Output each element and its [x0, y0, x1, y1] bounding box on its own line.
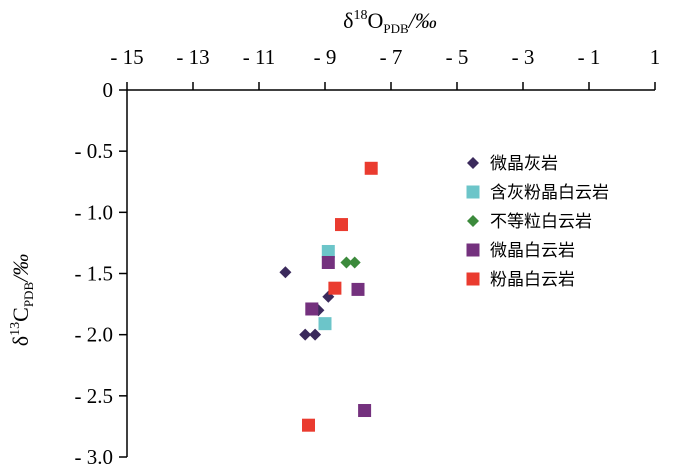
- axes: [126, 89, 655, 457]
- x-tick-label: - 7: [380, 45, 403, 69]
- data-point-series-4: [305, 302, 319, 316]
- y-axis-ticks: 0 - 0.5 - 1.0 - 1.5 - 2.0 - 2.5 - 3.0: [75, 78, 127, 469]
- data-points: [279, 161, 378, 432]
- legend-marker: [466, 243, 480, 257]
- data-point-series-3: [340, 256, 353, 269]
- legend-label: 微晶白云岩: [490, 241, 575, 261]
- y-tick-label: - 1.5: [75, 262, 114, 286]
- data-point-series-1: [279, 266, 292, 279]
- data-point-series-5: [335, 218, 348, 232]
- data-point-series-5: [328, 281, 342, 295]
- y-axis-title: δ13CPDB/‰: [8, 254, 36, 346]
- legend-label: 不等粒白云岩: [490, 212, 592, 232]
- data-point-series-1: [309, 328, 322, 341]
- y-tick-label: - 0.5: [75, 139, 114, 163]
- data-point-series-1: [299, 328, 312, 341]
- x-tick-label: 1: [650, 45, 661, 69]
- x-tick-label: - 9: [314, 45, 337, 69]
- y-tick-label: 0: [103, 78, 114, 102]
- y-tick-label: - 1.0: [75, 200, 114, 224]
- data-point-series-2: [318, 317, 332, 331]
- data-point-series-4: [351, 282, 365, 296]
- legend-label: 粉晶白云岩: [490, 270, 575, 290]
- legend-marker: [466, 185, 480, 199]
- data-point-series-2: [321, 244, 335, 258]
- x-tick-label: - 5: [446, 45, 469, 69]
- x-axis-label: δ18OPDB/‰: [343, 8, 437, 36]
- legend-marker: [467, 215, 479, 227]
- x-axis-title: δ18OPDB/‰: [343, 8, 437, 36]
- legend-label: 含灰粉晶白云岩: [490, 183, 609, 203]
- x-tick-label: - 15: [110, 45, 143, 69]
- x-tick-label: - 13: [176, 45, 209, 69]
- legend-marker: [467, 157, 479, 169]
- data-point-series-3: [348, 256, 361, 269]
- data-point-series-5: [302, 418, 315, 432]
- data-point-series-4: [321, 255, 335, 269]
- y-axis-label: δ13CPDB/‰: [8, 254, 36, 346]
- legend-label: 微晶灰岩: [490, 154, 558, 174]
- legend-marker: [466, 272, 480, 286]
- data-point-series-5: [364, 161, 378, 175]
- x-tick-label: - 1: [578, 45, 601, 69]
- data-point-series-4: [358, 404, 372, 418]
- y-tick-label: - 2.5: [75, 384, 114, 408]
- x-tick-label: - 11: [243, 45, 275, 69]
- x-tick-label: - 3: [512, 45, 535, 69]
- y-tick-label: - 2.0: [75, 323, 114, 347]
- y-tick-label: - 3.0: [75, 445, 114, 469]
